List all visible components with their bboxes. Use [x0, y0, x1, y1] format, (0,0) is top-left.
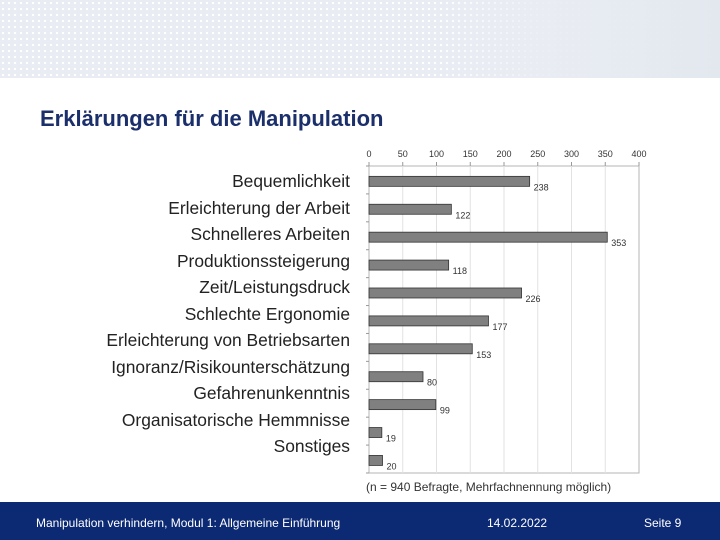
tick-label: 300: [564, 149, 579, 159]
category-labels: Bequemlichkeit Erleichterung der Arbeit …: [40, 168, 350, 460]
tick-label: 0: [366, 149, 371, 159]
bar: [368, 371, 424, 383]
tick-label: 150: [463, 149, 478, 159]
bar: [368, 203, 452, 215]
tick-label: 400: [631, 149, 646, 159]
category-label: Zeit/Leistungsdruck: [199, 277, 350, 297]
bar: [368, 427, 383, 438]
tick-label: 250: [530, 149, 545, 159]
category-label: Sonstiges: [273, 436, 350, 456]
tick-label: 100: [429, 149, 444, 159]
bar: [368, 399, 437, 411]
tick-label: 350: [598, 149, 613, 159]
bar: [368, 343, 473, 355]
data-label: 20: [387, 461, 397, 471]
category-label: Schnelleres Arbeiten: [190, 224, 350, 244]
category-label: Ignoranz/Risikounterschätzung: [111, 356, 350, 377]
slide-title: Erklärungen für die Manipulation: [40, 106, 384, 131]
data-label: 19: [386, 434, 396, 444]
category-label: Gefahrenunkenntnis: [193, 383, 350, 403]
data-label: 238: [534, 182, 549, 192]
bar: [368, 231, 608, 243]
data-label: 153: [476, 350, 491, 360]
data-label: 226: [526, 294, 541, 304]
tick-label: 200: [496, 149, 511, 159]
data-label: 99: [440, 406, 450, 416]
bar: [368, 455, 383, 466]
category-label: Organisatorische Hemmnisse: [121, 409, 350, 430]
category-label: Schlechte Ergonomie: [184, 303, 350, 324]
data-label: 177: [492, 322, 507, 332]
footer-module: Manipulation verhindern, Modul 1: Allgem…: [36, 516, 341, 530]
header-pattern-fade: [0, 0, 720, 78]
data-label: 118: [453, 266, 467, 276]
footer-page-number: Seite 9: [644, 516, 682, 530]
data-label: 353: [611, 238, 626, 248]
bar: [368, 315, 489, 327]
sample-note: (n = 940 Befragte, Mehrfachnennung mögli…: [366, 480, 612, 494]
footer-date: 14.02.2022: [487, 516, 548, 530]
data-label: 80: [427, 378, 437, 388]
category-label: Bequemlichkeit: [232, 171, 350, 191]
tick-label: 50: [398, 149, 408, 159]
footer-bar: Manipulation verhindern, Modul 1: Allgem…: [0, 502, 720, 540]
bar: [368, 287, 522, 299]
bar: [368, 259, 450, 271]
category-label: Erleichterung der Arbeit: [168, 197, 350, 218]
category-label: Produktionssteigerung: [176, 250, 350, 271]
category-label: Erleichterung von Betriebsarten: [106, 330, 350, 350]
bar: [368, 175, 531, 187]
data-label: 122: [455, 210, 470, 220]
